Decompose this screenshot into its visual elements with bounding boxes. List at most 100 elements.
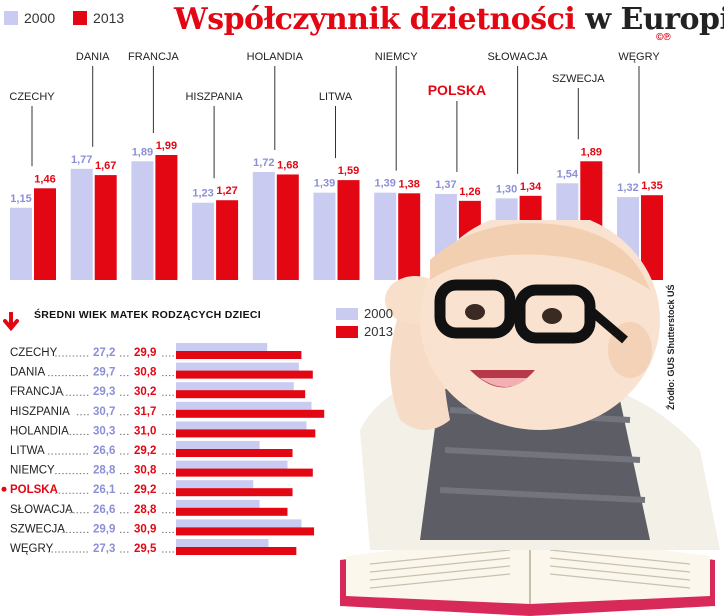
bar-2013-1 <box>94 175 117 280</box>
value-label-2000-4: 1,72 <box>253 157 274 169</box>
value-label-2013-3: 1,27 <box>216 185 237 197</box>
age-value-2013-2: 30,2 <box>134 386 156 398</box>
value-label-2013-1: 1,67 <box>95 160 116 172</box>
age-value-2013-0: 29,9 <box>134 347 156 359</box>
mother-age-bar-chart: CZECHY 27,2 29,9 DANIA 29,7 30,8 FRANCJA 29,3 30… <box>1 343 325 555</box>
hbar-2000-10 <box>176 539 269 548</box>
age-value-2000-3: 30,7 <box>93 406 115 418</box>
bar-2013-10 <box>641 195 663 280</box>
legend-top: 2000 2013 <box>4 10 138 28</box>
category-label-1: DANIA <box>76 51 110 63</box>
value-label-2000-6: 1,39 <box>374 178 395 190</box>
hbar-2000-6 <box>176 460 288 470</box>
hbar-2013-1 <box>176 370 313 379</box>
legend-age: 2000 2013 <box>336 305 393 341</box>
bar-2013-3 <box>216 200 239 280</box>
age-value-2013-4: 31,0 <box>134 425 156 437</box>
hbar-2000-4 <box>176 421 307 431</box>
hbar-2013-5 <box>176 449 293 457</box>
age-value-2000-1: 29,7 <box>93 367 115 379</box>
category-label-10: WĘGRY <box>618 51 660 63</box>
category-label-9: SZWECJA <box>552 73 605 85</box>
source-credits-text: Źródło: GUS Shutterstock UŚ <box>666 284 676 410</box>
legend-age-2013: 2013 <box>336 323 393 341</box>
hbar-2013-6 <box>176 468 313 477</box>
baby-with-glasses-illustration <box>340 220 720 616</box>
age-value-2000-8: 26,6 <box>93 504 115 516</box>
legend-2013: 2013 <box>73 10 124 26</box>
legend-2000-label: 2000 <box>24 10 56 26</box>
age-category-label-8: SŁOWACJA <box>10 504 73 516</box>
legend-2000: 2000 <box>4 10 55 26</box>
hbar-2013-9 <box>176 527 315 536</box>
bar-2013-0 <box>34 188 56 280</box>
hbar-2013-3 <box>176 409 325 418</box>
hbar-2000-1 <box>176 362 299 372</box>
age-value-2013-5: 29,2 <box>134 445 156 457</box>
age-category-label-1: DANIA <box>10 367 45 379</box>
age-value-2000-5: 26,6 <box>93 445 115 457</box>
bar-2000-5 <box>313 192 336 280</box>
category-label-3: HISZPANIA <box>185 91 243 103</box>
hbar-2000-0 <box>176 343 268 352</box>
age-category-label-7: POLSKA <box>10 484 58 496</box>
value-label-2000-8: 1,30 <box>496 183 517 195</box>
hbar-2013-7 <box>176 488 293 497</box>
category-label-7: POLSKA <box>428 82 486 98</box>
age-value-2013-8: 28,8 <box>134 504 157 516</box>
highlight-marker-icon <box>1 486 7 492</box>
value-label-2000-9: 1,54 <box>557 168 579 180</box>
legend-2013-label: 2013 <box>93 10 125 26</box>
bar-2000-2 <box>131 161 154 280</box>
value-label-2000-7: 1,37 <box>435 179 456 191</box>
age-value-2013-9: 30,9 <box>134 523 156 535</box>
hbar-2000-7 <box>176 480 254 490</box>
bar-2000-4 <box>252 171 275 280</box>
bar-2000-1 <box>70 168 93 280</box>
age-category-label-5: LITWA <box>10 445 45 457</box>
age-value-2000-4: 30,3 <box>93 425 115 437</box>
legend-2013-swatch <box>73 11 88 25</box>
category-label-5: LITWA <box>319 91 353 103</box>
bar-2013-2 <box>155 155 178 280</box>
category-label-4: HOLANDIA <box>247 51 304 63</box>
age-value-2000-6: 28,8 <box>93 465 116 477</box>
legend-2000-swatch <box>4 11 18 25</box>
hbar-2013-2 <box>176 390 306 399</box>
value-label-2013-6: 1,38 <box>398 178 419 190</box>
hbar-2000-8 <box>176 499 260 509</box>
bar-2000-0 <box>10 207 32 280</box>
category-label-6: NIEMCY <box>375 51 418 63</box>
legend-age-2000-swatch <box>336 308 358 320</box>
bar-2000-3 <box>192 202 215 280</box>
age-value-2000-9: 29,9 <box>93 523 115 535</box>
hbar-2000-2 <box>176 382 294 392</box>
bar-2013-4 <box>276 174 299 280</box>
value-label-2000-2: 1,89 <box>132 146 153 158</box>
hbar-2000-5 <box>176 441 260 450</box>
value-label-2000-0: 1,15 <box>10 193 31 205</box>
hbar-2013-4 <box>176 429 316 438</box>
age-category-label-9: SZWECJA <box>10 523 65 535</box>
value-label-2013-2: 1,99 <box>156 140 177 152</box>
value-label-2013-7: 1,26 <box>459 186 480 198</box>
category-label-0: CZECHY <box>9 91 55 103</box>
value-label-2000-1: 1,77 <box>71 154 92 166</box>
hbar-2013-0 <box>176 351 302 359</box>
bar-2000-6 <box>374 192 397 280</box>
title-main: Współczynnik dzietności <box>174 2 576 37</box>
age-value-2013-3: 31,7 <box>134 406 156 418</box>
age-value-2013-10: 29,5 <box>134 543 157 555</box>
hbar-2000-3 <box>176 401 312 411</box>
age-value-2000-2: 29,3 <box>93 386 115 398</box>
age-value-2013-7: 29,2 <box>134 484 156 496</box>
age-value-2013-1: 30,8 <box>134 367 157 379</box>
hbar-2013-8 <box>176 507 288 516</box>
age-category-label-4: HOLANDIA <box>10 425 69 437</box>
copyright-mark: ©℗ <box>656 32 671 43</box>
source-credits: Źródło: GUS Shutterstock UŚ <box>666 260 680 410</box>
category-label-2: FRANCJA <box>128 51 179 63</box>
value-label-2013-8: 1,34 <box>520 181 542 193</box>
legend-age-2000: 2000 <box>336 305 393 323</box>
title-suffix: w Europie <box>585 2 724 37</box>
